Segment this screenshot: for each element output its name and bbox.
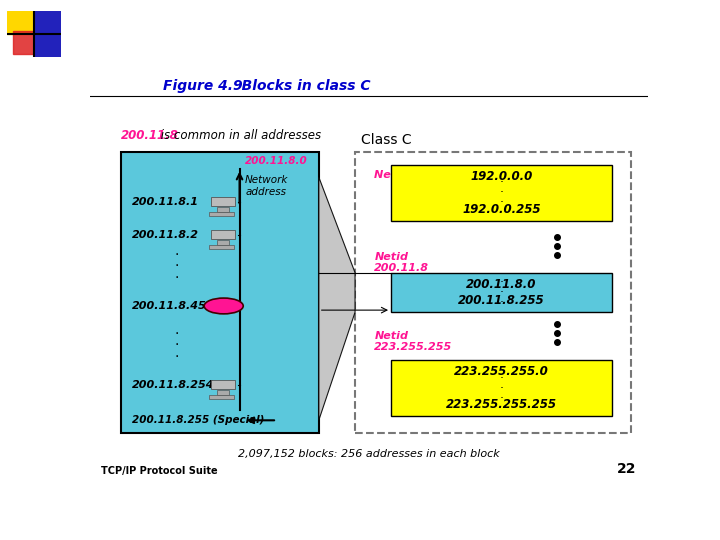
Text: 200.11.8: 200.11.8	[121, 129, 179, 141]
Text: ·
·
·: · · ·	[500, 372, 503, 404]
Bar	[34, 11, 61, 57]
Bar	[391, 165, 612, 221]
Bar	[7, 11, 34, 33]
Text: 223.255.255.255: 223.255.255.255	[446, 398, 557, 411]
Text: Figure 4.9: Figure 4.9	[163, 79, 242, 93]
Bar	[212, 230, 235, 239]
Text: 192.0.0.255: 192.0.0.255	[462, 202, 541, 216]
Text: 200.11.8.254: 200.11.8.254	[132, 380, 215, 390]
Bar	[391, 360, 612, 416]
Text: ·
·
·: · · ·	[174, 327, 179, 364]
Text: 200.11.8.45: 200.11.8.45	[132, 301, 207, 311]
Text: ✕: ✕	[220, 301, 228, 311]
Bar	[121, 152, 319, 433]
Text: Network
address: Network address	[245, 175, 289, 197]
Text: 223.255.255.0: 223.255.255.0	[454, 365, 549, 378]
Text: 200.11.8.0: 200.11.8.0	[467, 278, 536, 291]
Text: is common in all addresses: is common in all addresses	[157, 129, 321, 141]
FancyBboxPatch shape	[355, 152, 631, 433]
Bar	[212, 197, 235, 206]
Text: 200.11.8.255: 200.11.8.255	[458, 294, 545, 307]
Text: 200.11.8.1: 200.11.8.1	[132, 197, 199, 207]
Bar	[13, 31, 37, 55]
Text: ·
·
·: · · ·	[174, 248, 179, 285]
Bar	[217, 390, 229, 395]
Bar	[212, 380, 235, 389]
Bar	[209, 212, 235, 216]
Text: 200.11.8.2: 200.11.8.2	[132, 230, 199, 240]
Text: Netid
223.255.255: Netid 223.255.255	[374, 330, 453, 352]
Text: TCP/IP Protocol Suite: TCP/IP Protocol Suite	[101, 465, 217, 476]
Bar	[209, 395, 235, 399]
Ellipse shape	[204, 298, 243, 314]
Text: 200.11.8.0: 200.11.8.0	[245, 156, 308, 166]
Bar	[217, 207, 229, 212]
Text: ·
·
·: · · ·	[500, 276, 503, 309]
Text: Blocks in class C: Blocks in class C	[227, 79, 370, 93]
Bar	[209, 245, 235, 249]
Text: 192.0.0.0: 192.0.0.0	[470, 170, 533, 183]
Text: Class C: Class C	[361, 133, 411, 147]
Text: 200.11.8.255 (Special): 200.11.8.255 (Special)	[132, 415, 264, 426]
Text: 2,097,152 blocks: 256 addresses in each block: 2,097,152 blocks: 256 addresses in each …	[238, 449, 500, 458]
Text: Netid
200.11.8: Netid 200.11.8	[374, 252, 429, 273]
Polygon shape	[319, 177, 355, 420]
Bar	[391, 273, 612, 312]
Text: Netid 192.0.0: Netid 192.0.0	[374, 170, 459, 180]
Text: 22: 22	[617, 462, 637, 476]
Bar	[217, 240, 229, 245]
Text: ·
·
·: · · ·	[500, 176, 503, 209]
